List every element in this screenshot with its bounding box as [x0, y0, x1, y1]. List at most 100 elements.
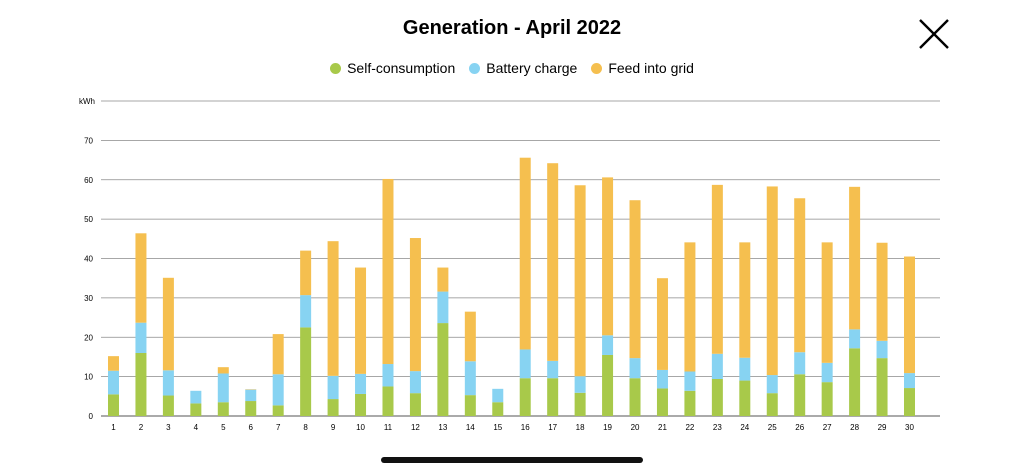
x-tick-label: 3: [166, 423, 171, 432]
x-tick-label: 21: [658, 423, 667, 432]
legend-dot-battery-charge: [469, 62, 481, 74]
x-tick-label: 22: [685, 423, 694, 432]
bar-segment: [464, 395, 476, 416]
bar-segment: [355, 267, 367, 374]
y-tick-label: 40: [84, 255, 93, 264]
y-tick-label: 30: [84, 294, 93, 303]
bar-segment: [821, 242, 833, 363]
bar-segment: [245, 389, 257, 402]
x-tick-label: 10: [356, 423, 365, 432]
bar-segment: [382, 386, 394, 416]
legend-dot-feed-into-grid: [591, 62, 603, 74]
x-tick-label: 4: [194, 423, 199, 432]
x-tick-label: 27: [823, 423, 832, 432]
bar-segment: [382, 178, 394, 365]
bar-segment: [904, 256, 915, 374]
bar-segment: [794, 198, 806, 353]
bar-segment: [519, 378, 531, 416]
bar-segment: [355, 373, 367, 394]
x-tick-label: 26: [795, 423, 804, 432]
bar-segment: [574, 376, 586, 393]
bar-segment: [519, 157, 531, 350]
bar-segment: [849, 186, 861, 330]
bar-segment: [300, 295, 312, 328]
bar-segment: [794, 374, 806, 416]
x-tick-label: 1: [111, 423, 116, 432]
x-tick-label: 23: [713, 423, 722, 432]
bar-segment: [849, 329, 861, 349]
x-tick-label: 15: [493, 423, 502, 432]
bar-segment: [409, 393, 421, 416]
bar-segment: [108, 370, 119, 395]
x-tick-label: 20: [631, 423, 640, 432]
bar-segment: [904, 388, 915, 416]
bar-segment: [409, 371, 421, 394]
bar-segment: [821, 362, 833, 383]
x-tick-label: 9: [331, 423, 336, 432]
x-tick-label: 29: [878, 423, 887, 432]
bar-segment: [217, 373, 229, 403]
y-axis-label: kWh: [79, 97, 95, 106]
bar-segment: [656, 278, 668, 370]
bar-segment: [602, 335, 614, 355]
x-tick-label: 19: [603, 423, 612, 432]
bar-segment: [739, 357, 751, 381]
bar-segment: [245, 401, 257, 416]
close-button[interactable]: [916, 16, 952, 52]
bar-segment: [821, 382, 833, 416]
page-title: Generation - April 2022: [402, 17, 622, 39]
bar-segment: [849, 348, 861, 416]
legend-item-battery-charge: Battery charge: [469, 60, 577, 76]
bar-segment: [272, 374, 284, 406]
y-tick-label: 20: [84, 333, 93, 342]
bar-segment: [629, 200, 641, 359]
bar-segment: [108, 356, 119, 371]
legend-item-self-consumption: Self-consumption: [330, 60, 455, 76]
x-tick-label: 7: [276, 423, 281, 432]
x-tick-label: 5: [221, 423, 226, 432]
bar-segment: [547, 163, 559, 361]
bar-segment: [574, 392, 586, 416]
chart-legend: Self-consumption Battery charge Feed int…: [0, 60, 1024, 76]
y-tick-label: 70: [84, 136, 93, 145]
x-tick-label: 18: [576, 423, 585, 432]
x-tick-label: 12: [411, 423, 420, 432]
bar-segment: [656, 369, 668, 389]
legend-dot-self-consumption: [330, 62, 342, 74]
bar-segment: [217, 367, 229, 374]
bar-segment: [904, 373, 915, 389]
bar-segment: [162, 395, 174, 416]
y-tick-label: 0: [89, 412, 94, 421]
y-tick-label: 10: [84, 373, 93, 382]
bar-segment: [464, 311, 476, 362]
x-tick-label: 28: [850, 423, 859, 432]
bar-segment: [272, 405, 284, 416]
y-tick-label: 50: [84, 215, 93, 224]
bar-segment: [162, 277, 174, 371]
legend-item-feed-into-grid: Feed into grid: [591, 60, 694, 76]
legend-label: Battery charge: [486, 60, 578, 76]
bar-segment: [464, 361, 476, 396]
bar-segment: [519, 349, 531, 379]
legend-label: Feed into grid: [608, 60, 694, 76]
bar-segment: [492, 402, 504, 416]
x-tick-label: 6: [249, 423, 254, 432]
bar-segment: [876, 340, 888, 359]
bar-segment: [135, 322, 147, 353]
bar-segment: [684, 390, 696, 416]
legend-label: Self-consumption: [347, 60, 456, 76]
bar-segment: [794, 352, 806, 375]
bar-segment: [300, 250, 312, 296]
bar-segment: [272, 334, 284, 375]
x-tick-label: 16: [521, 423, 530, 432]
x-tick-label: 11: [384, 423, 393, 432]
x-tick-label: 24: [740, 423, 749, 432]
bar-segment: [711, 353, 723, 379]
bar-segment: [547, 378, 559, 416]
bar-segment: [108, 394, 119, 416]
home-indicator[interactable]: [381, 457, 643, 463]
bar-segment: [766, 186, 778, 376]
bar-segment: [711, 184, 723, 354]
x-tick-label: 14: [466, 423, 475, 432]
